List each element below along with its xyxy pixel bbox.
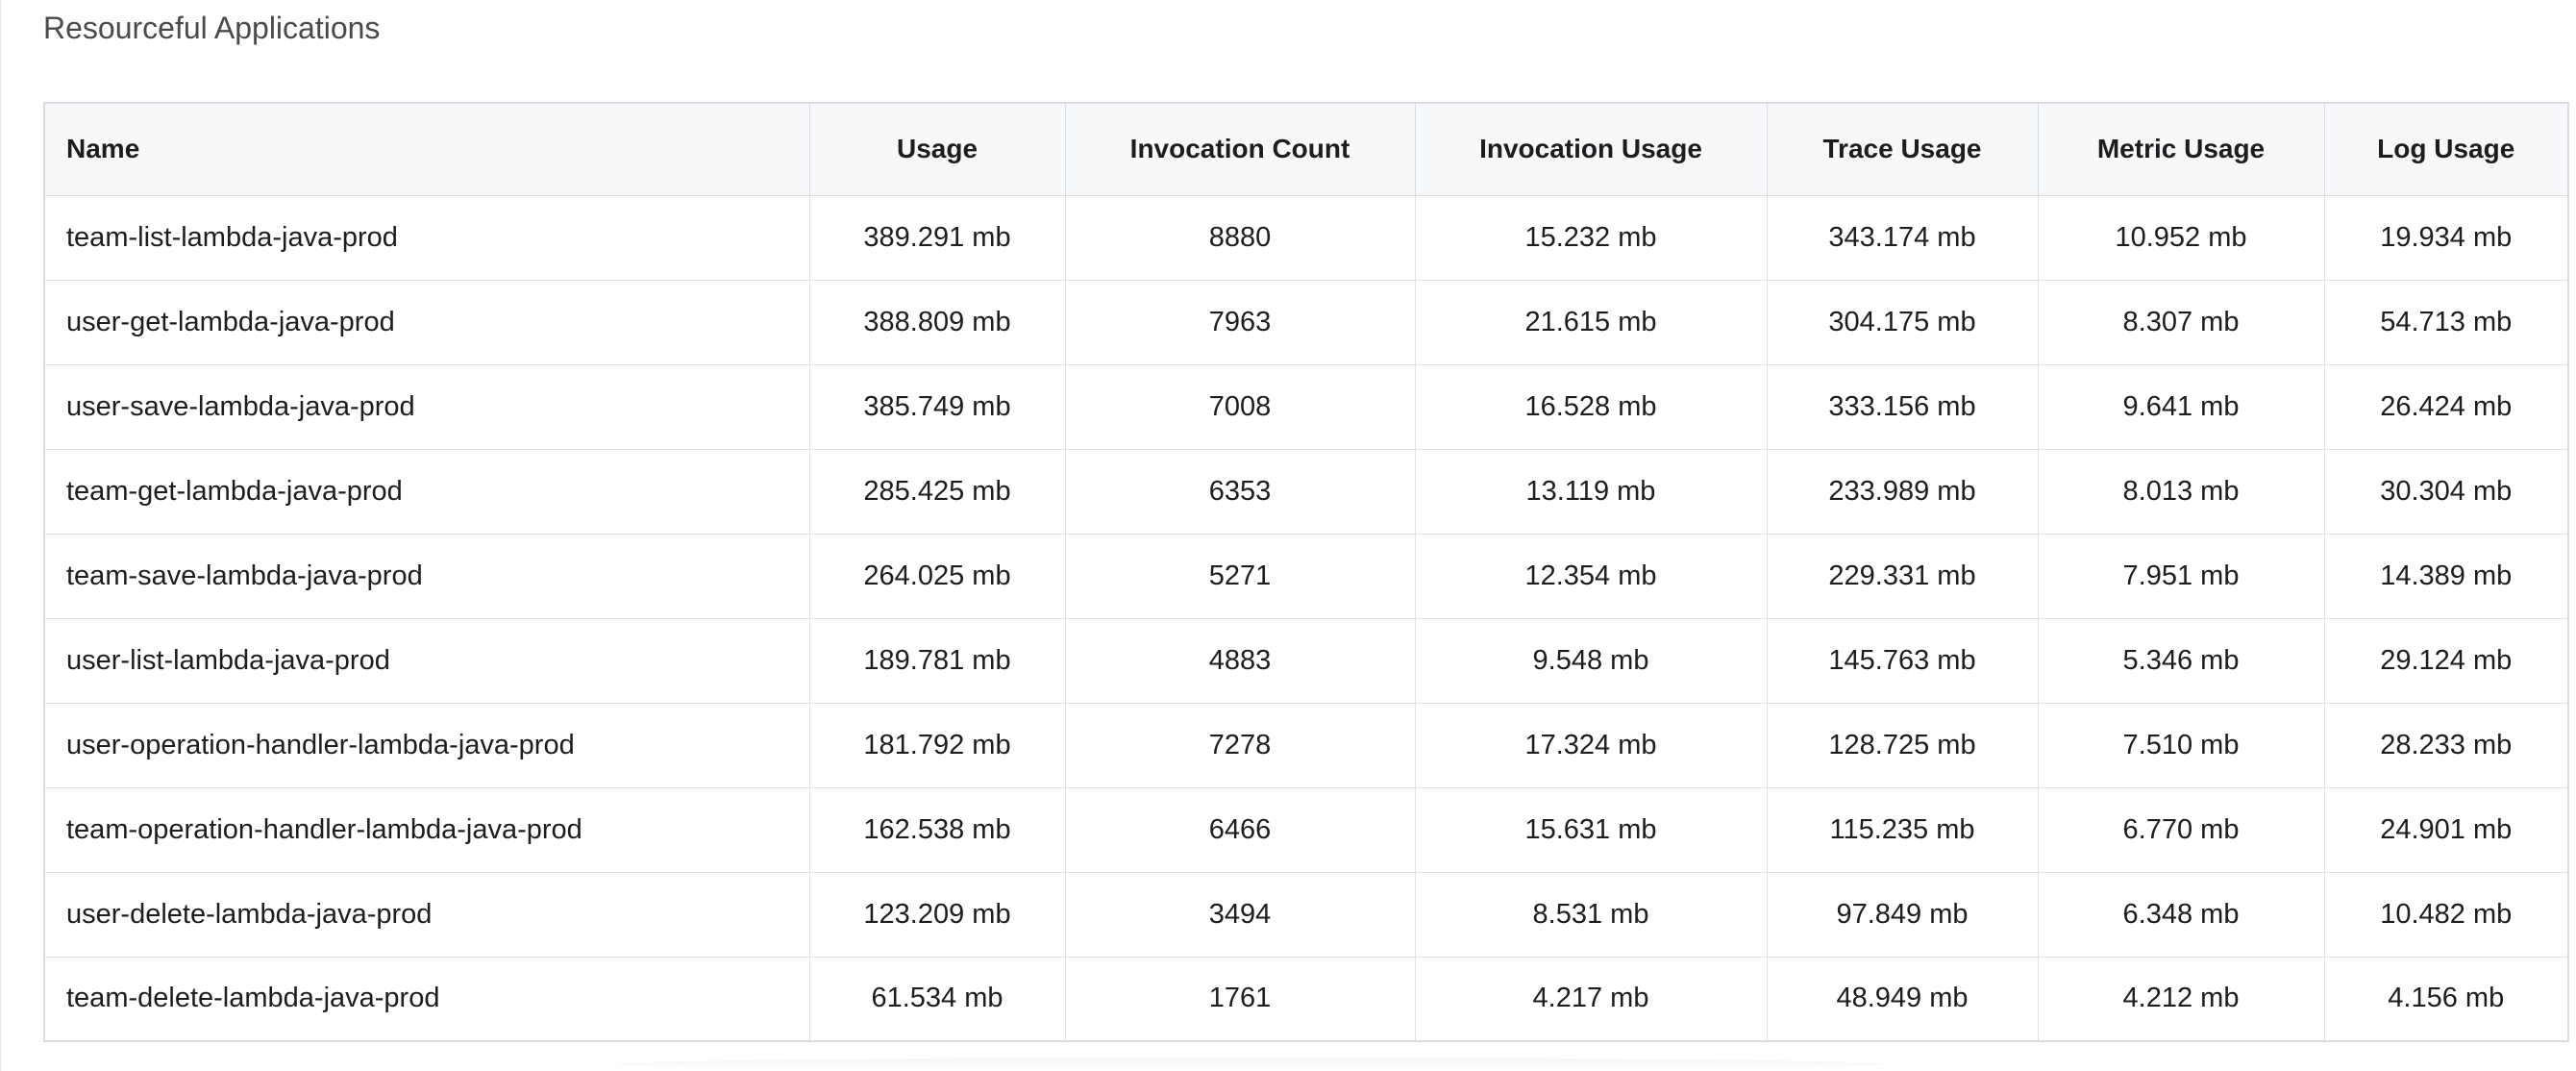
- cell-trace-usage: 128.725 mb: [1767, 703, 2039, 788]
- cell-invocation-count: 1761: [1065, 957, 1416, 1042]
- table-row[interactable]: team-save-lambda-java-prod 264.025 mb 5271…: [44, 534, 2568, 619]
- column-header-name[interactable]: Name: [44, 103, 810, 196]
- cell-trace-usage: 343.174 mb: [1767, 195, 2039, 281]
- applications-table: Name Usage Invocation Count Invocation U…: [43, 102, 2569, 1042]
- cell-log-usage: 29.124 mb: [2324, 618, 2568, 704]
- table-row[interactable]: user-operation-handler-lambda-java-prod 1…: [44, 703, 2568, 788]
- cell-metric-usage: 9.641 mb: [2038, 364, 2325, 450]
- cell-invocation-count: 7008: [1065, 364, 1416, 450]
- cell-trace-usage: 115.235 mb: [1767, 787, 2039, 873]
- cell-log-usage: 4.156 mb: [2324, 957, 2568, 1042]
- cell-log-usage: 14.389 mb: [2324, 534, 2568, 619]
- cell-trace-usage: 229.331 mb: [1767, 534, 2039, 619]
- table-row[interactable]: team-list-lambda-java-prod 389.291 mb 8880…: [44, 195, 2568, 281]
- cell-log-usage: 30.304 mb: [2324, 449, 2568, 535]
- column-header-log-usage[interactable]: Log Usage: [2324, 103, 2568, 196]
- table-row[interactable]: user-delete-lambda-java-prod 123.209 mb 34…: [44, 872, 2568, 958]
- cell-log-usage: 28.233 mb: [2324, 703, 2568, 788]
- table-row[interactable]: user-save-lambda-java-prod 385.749 mb 7008…: [44, 364, 2568, 450]
- column-header-trace-usage[interactable]: Trace Usage: [1767, 103, 2039, 196]
- cell-name[interactable]: team-get-lambda-java-prod: [44, 449, 810, 535]
- cell-metric-usage: 10.952 mb: [2038, 195, 2325, 281]
- cell-invocation-usage: 17.324 mb: [1415, 703, 1768, 788]
- table-row[interactable]: team-get-lambda-java-prod 285.425 mb 6353 1…: [44, 449, 2568, 535]
- cell-usage: 162.538 mb: [809, 787, 1066, 873]
- cell-metric-usage: 8.307 mb: [2038, 280, 2325, 365]
- table-row[interactable]: team-delete-lambda-java-prod 61.534 mb 176…: [44, 957, 2568, 1042]
- cell-invocation-usage: 12.354 mb: [1415, 534, 1768, 619]
- cell-invocation-usage: 21.615 mb: [1415, 280, 1768, 365]
- cell-invocation-usage: 9.548 mb: [1415, 618, 1768, 704]
- column-header-invocation-usage[interactable]: Invocation Usage: [1415, 103, 1768, 196]
- cell-name[interactable]: user-delete-lambda-java-prod: [44, 872, 810, 958]
- cell-invocation-count: 5271: [1065, 534, 1416, 619]
- cell-log-usage: 19.934 mb: [2324, 195, 2568, 281]
- cell-invocation-count: 7963: [1065, 280, 1416, 365]
- cell-usage: 264.025 mb: [809, 534, 1066, 619]
- cell-trace-usage: 145.763 mb: [1767, 618, 2039, 704]
- cell-trace-usage: 97.849 mb: [1767, 872, 2039, 958]
- cell-metric-usage: 7.951 mb: [2038, 534, 2325, 619]
- column-header-metric-usage[interactable]: Metric Usage: [2038, 103, 2325, 196]
- cell-log-usage: 26.424 mb: [2324, 364, 2568, 450]
- cell-trace-usage: 304.175 mb: [1767, 280, 2039, 365]
- cell-invocation-usage: 15.232 mb: [1415, 195, 1768, 281]
- cell-invocation-usage: 15.631 mb: [1415, 787, 1768, 873]
- cell-trace-usage: 233.989 mb: [1767, 449, 2039, 535]
- cell-trace-usage: 333.156 mb: [1767, 364, 2039, 450]
- cell-log-usage: 54.713 mb: [2324, 280, 2568, 365]
- cell-usage: 389.291 mb: [809, 195, 1066, 281]
- cell-invocation-count: 4883: [1065, 618, 1416, 704]
- cell-invocation-count: 7278: [1065, 703, 1416, 788]
- cell-metric-usage: 7.510 mb: [2038, 703, 2325, 788]
- cell-log-usage: 24.901 mb: [2324, 787, 2568, 873]
- table-row[interactable]: user-list-lambda-java-prod 189.781 mb 4883…: [44, 618, 2568, 704]
- cell-name[interactable]: user-save-lambda-java-prod: [44, 364, 810, 450]
- cell-name[interactable]: user-list-lambda-java-prod: [44, 618, 810, 704]
- cell-name[interactable]: team-save-lambda-java-prod: [44, 534, 810, 619]
- cell-invocation-count: 6353: [1065, 449, 1416, 535]
- table-header-row: Name Usage Invocation Count Invocation U…: [44, 103, 2568, 196]
- cell-invocation-usage: 4.217 mb: [1415, 957, 1768, 1042]
- cell-invocation-count: 3494: [1065, 872, 1416, 958]
- column-header-invocation-count[interactable]: Invocation Count: [1065, 103, 1416, 196]
- cell-invocation-usage: 16.528 mb: [1415, 364, 1768, 450]
- panel-bottom-shadow: [616, 1058, 1885, 1071]
- cell-usage: 285.425 mb: [809, 449, 1066, 535]
- cell-invocation-usage: 8.531 mb: [1415, 872, 1768, 958]
- cell-invocation-count: 6466: [1065, 787, 1416, 873]
- cell-metric-usage: 6.348 mb: [2038, 872, 2325, 958]
- cell-invocation-usage: 13.119 mb: [1415, 449, 1768, 535]
- cell-metric-usage: 4.212 mb: [2038, 957, 2325, 1042]
- cell-invocation-count: 8880: [1065, 195, 1416, 281]
- cell-name[interactable]: user-operation-handler-lambda-java-prod: [44, 703, 810, 788]
- cell-name[interactable]: team-list-lambda-java-prod: [44, 195, 810, 281]
- cell-name[interactable]: user-get-lambda-java-prod: [44, 280, 810, 365]
- cell-usage: 123.209 mb: [809, 872, 1066, 958]
- table-header: Name Usage Invocation Count Invocation U…: [44, 103, 2568, 196]
- cell-usage: 181.792 mb: [809, 703, 1066, 788]
- table-body: team-list-lambda-java-prod 389.291 mb 8880…: [44, 195, 2568, 1042]
- cell-usage: 189.781 mb: [809, 618, 1066, 704]
- table-row[interactable]: team-operation-handler-lambda-java-prod 1…: [44, 787, 2568, 873]
- applications-table-container: Name Usage Invocation Count Invocation U…: [43, 102, 2569, 1042]
- cell-log-usage: 10.482 mb: [2324, 872, 2568, 958]
- cell-metric-usage: 5.346 mb: [2038, 618, 2325, 704]
- section-title: Resourceful Applications: [43, 11, 381, 45]
- table-row[interactable]: user-get-lambda-java-prod 388.809 mb 7963 2…: [44, 280, 2568, 365]
- cell-name[interactable]: team-delete-lambda-java-prod: [44, 957, 810, 1042]
- column-header-usage[interactable]: Usage: [809, 103, 1066, 196]
- cell-usage: 385.749 mb: [809, 364, 1066, 450]
- cell-trace-usage: 48.949 mb: [1767, 957, 2039, 1042]
- cell-metric-usage: 6.770 mb: [2038, 787, 2325, 873]
- cell-metric-usage: 8.013 mb: [2038, 449, 2325, 535]
- cell-name[interactable]: team-operation-handler-lambda-java-prod: [44, 787, 810, 873]
- cell-usage: 388.809 mb: [809, 280, 1066, 365]
- cell-usage: 61.534 mb: [809, 957, 1066, 1042]
